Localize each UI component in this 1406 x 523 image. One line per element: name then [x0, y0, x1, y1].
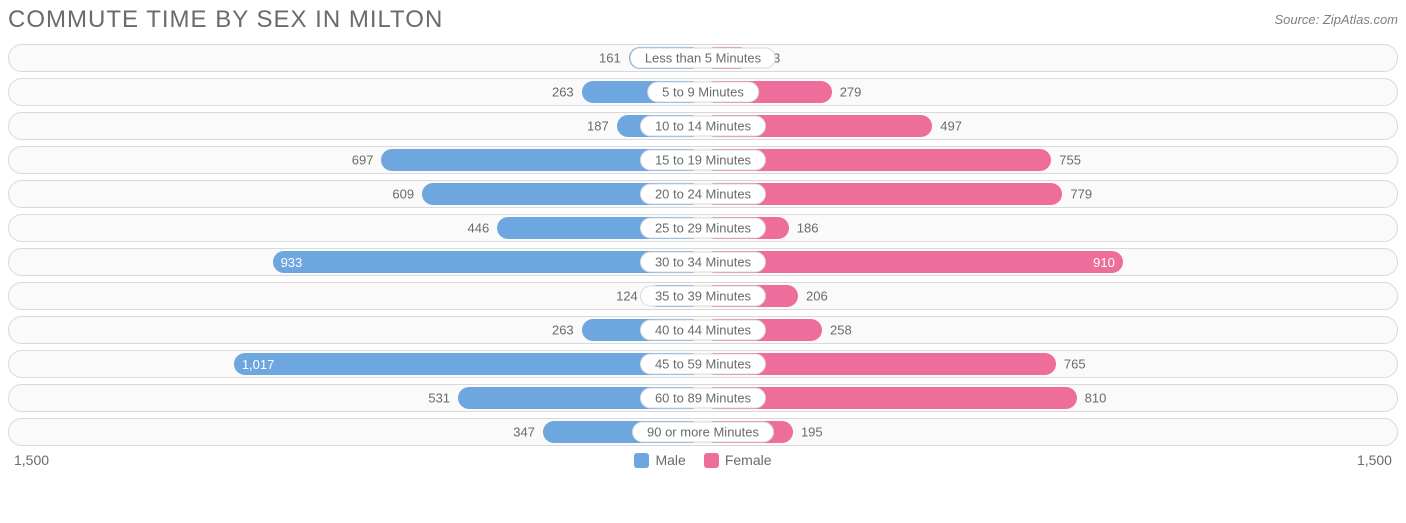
male-value: 446	[468, 221, 490, 236]
bar-row: 933 910 30 to 34 Minutes	[8, 248, 1398, 276]
bar-row: 697 755 15 to 19 Minutes	[8, 146, 1398, 174]
bar-row: 187 497 10 to 14 Minutes	[8, 112, 1398, 140]
female-value: 497	[940, 119, 962, 134]
category-pill: 30 to 34 Minutes	[640, 252, 766, 273]
category-pill: 60 to 89 Minutes	[640, 388, 766, 409]
male-value: 609	[392, 187, 414, 202]
female-value: 206	[806, 289, 828, 304]
female-value: 186	[797, 221, 819, 236]
female-bar: 910	[703, 251, 1123, 273]
bar-row: 1,017 765 45 to 59 Minutes	[8, 350, 1398, 378]
category-pill: 10 to 14 Minutes	[640, 116, 766, 137]
female-value: 779	[1070, 187, 1092, 202]
bar-row: 347 195 90 or more Minutes	[8, 418, 1398, 446]
bar-row: 446 186 25 to 29 Minutes	[8, 214, 1398, 242]
male-value: 161	[599, 51, 621, 66]
legend-swatch	[634, 453, 649, 468]
female-value: 755	[1059, 153, 1081, 168]
category-pill: Less than 5 Minutes	[630, 48, 776, 69]
chart-legend: Male Female	[634, 452, 771, 468]
male-value: 933	[281, 255, 303, 270]
chart-footer: 1,500 Male Female 1,500	[8, 452, 1398, 468]
bar-row: 263 258 40 to 44 Minutes	[8, 316, 1398, 344]
legend-label: Male	[655, 452, 685, 468]
category-pill: 90 or more Minutes	[632, 422, 774, 443]
female-value: 279	[840, 85, 862, 100]
female-value: 910	[1093, 255, 1115, 270]
male-value: 1,017	[242, 357, 275, 372]
legend-item-female: Female	[704, 452, 772, 468]
legend-swatch	[704, 453, 719, 468]
male-value: 531	[428, 391, 450, 406]
axis-label-right: 1,500	[1357, 452, 1392, 468]
bar-row: 263 279 5 to 9 Minutes	[8, 78, 1398, 106]
male-bar: 1,017	[234, 353, 703, 375]
chart-source: Source: ZipAtlas.com	[1274, 6, 1398, 27]
male-value: 187	[587, 119, 609, 134]
male-value: 697	[352, 153, 374, 168]
category-pill: 45 to 59 Minutes	[640, 354, 766, 375]
female-value: 195	[801, 425, 823, 440]
category-pill: 35 to 39 Minutes	[640, 286, 766, 307]
chart-header: COMMUTE TIME BY SEX IN MILTON Source: Zi…	[8, 6, 1398, 34]
bar-row: 124 206 35 to 39 Minutes	[8, 282, 1398, 310]
category-pill: 15 to 19 Minutes	[640, 150, 766, 171]
bar-row: 609 779 20 to 24 Minutes	[8, 180, 1398, 208]
bar-row: 531 810 60 to 89 Minutes	[8, 384, 1398, 412]
female-value: 765	[1064, 357, 1086, 372]
category-pill: 40 to 44 Minutes	[640, 320, 766, 341]
category-pill: 25 to 29 Minutes	[640, 218, 766, 239]
category-pill: 20 to 24 Minutes	[640, 184, 766, 205]
axis-label-left: 1,500	[14, 452, 49, 468]
male-value: 124	[616, 289, 638, 304]
legend-item-male: Male	[634, 452, 685, 468]
legend-label: Female	[725, 452, 772, 468]
category-pill: 5 to 9 Minutes	[647, 82, 759, 103]
male-value: 347	[513, 425, 535, 440]
female-value: 258	[830, 323, 852, 338]
male-value: 263	[552, 323, 574, 338]
bar-row: 161103Less than 5 Minutes	[8, 44, 1398, 72]
chart-title: COMMUTE TIME BY SEX IN MILTON	[8, 6, 443, 34]
diverging-bar-chart: 161103Less than 5 Minutes 263 279 5 to 9 Mi…	[8, 44, 1398, 446]
female-value: 810	[1085, 391, 1107, 406]
male-bar: 933	[273, 251, 703, 273]
male-value: 263	[552, 85, 574, 100]
